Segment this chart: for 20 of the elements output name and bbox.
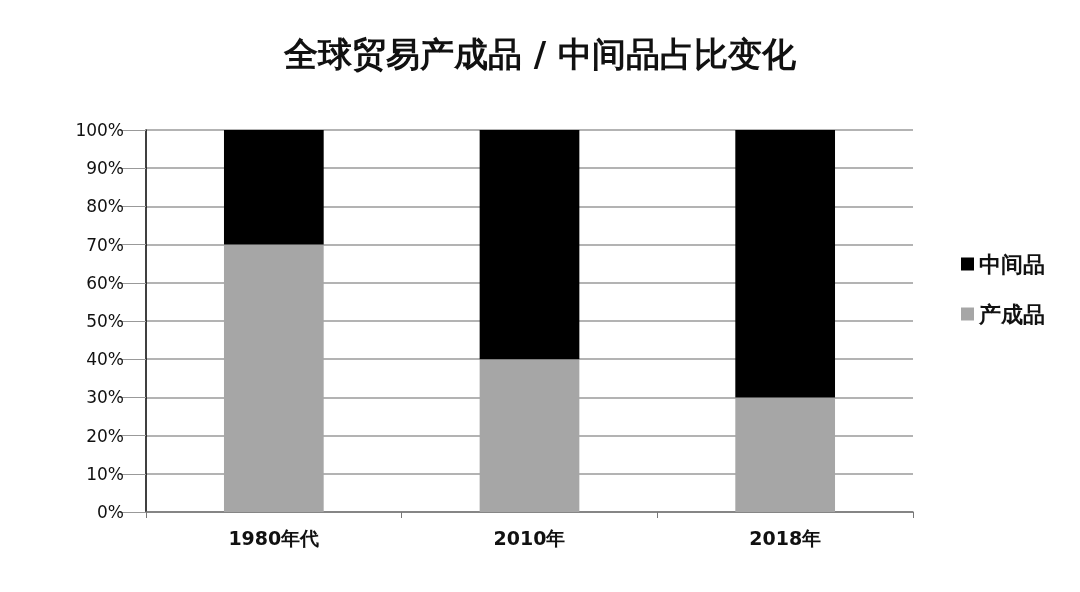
y-tick-label: 50% [86, 311, 124, 331]
bar [735, 130, 836, 398]
y-tick-label: 10% [86, 463, 124, 484]
y-tick-label: 20% [86, 425, 124, 446]
y-tick-label: 90% [86, 158, 124, 179]
bar [223, 130, 324, 245]
y-tick-label: 100% [75, 120, 124, 140]
y-tick-label: 60% [86, 272, 124, 293]
y-tick-label: 80% [86, 196, 124, 217]
y-tick-label: 40% [86, 349, 124, 370]
chart-title: 全球贸易产成品 / 中间品占比变化 [282, 34, 798, 74]
y-tick-label: 0% [97, 502, 124, 522]
bar [479, 130, 580, 360]
x-tick-label: 2018年 [749, 526, 822, 549]
y-tick-label: 30% [86, 387, 124, 408]
x-tick-label: 2010年 [493, 526, 566, 549]
x-tick-label: 1980年代 [228, 526, 320, 549]
legend-label: 产成品 [978, 301, 1045, 327]
legend-label: 中间品 [979, 251, 1045, 277]
y-tick-label: 70% [86, 234, 124, 255]
